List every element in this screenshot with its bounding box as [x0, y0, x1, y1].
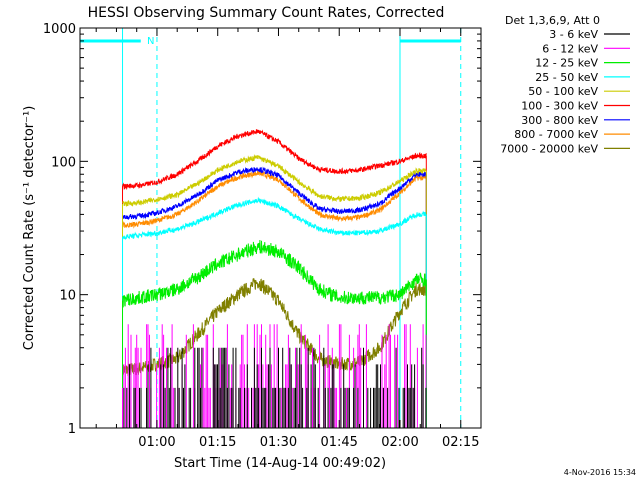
series-line [122, 278, 427, 378]
x-tick-label: 02:00 [381, 435, 418, 450]
series-line [122, 239, 427, 308]
y-axis-label: Corrected Count Rate (s⁻¹ detector⁻¹) [22, 106, 37, 351]
y-tick-label: 100 [51, 155, 76, 170]
y-tick-label: 10 [59, 289, 76, 304]
legend-label: 25 - 50 keV [535, 71, 598, 84]
chart-title: HESSI Observing Summary Count Rates, Cor… [88, 5, 445, 21]
series-line [122, 196, 427, 240]
x-axis-label: Start Time (14-Aug-14 00:49:02) [174, 456, 386, 471]
legend-label: 3 - 6 keV [549, 28, 598, 41]
x-tick-label: 01:15 [199, 435, 236, 450]
legend-label: 300 - 800 keV [521, 114, 598, 127]
legend-label: 50 - 100 keV [528, 85, 598, 98]
legend-label: 7000 - 20000 keV [500, 142, 598, 155]
x-axis: 01:00 01:15 01:30 01:45 02:00 02:15 [95, 28, 482, 450]
y-tick-label: 1 [68, 422, 76, 437]
y-tick-label: 1000 [43, 22, 76, 37]
legend-label: 12 - 25 keV [535, 57, 598, 70]
x-tick-label: 02:15 [442, 435, 479, 450]
y-axis: 1 10 100 1000 [43, 22, 481, 437]
legend-header: Det 1,3,6,9, Att 0 [505, 14, 600, 27]
plot-frame [79, 27, 482, 429]
x-tick-label: 01:30 [260, 435, 297, 450]
series-line [123, 347, 427, 428]
series-0 [123, 347, 427, 428]
x-tick-label: 01:00 [138, 435, 175, 450]
series-line [122, 169, 427, 229]
plot-marks [80, 28, 462, 428]
night-marker-label: N [147, 36, 154, 47]
x-tick-label: 01:45 [320, 435, 357, 450]
footer-date: 4-Nov-2016 15:34 [564, 468, 636, 477]
legend-label: 800 - 7000 keV [514, 128, 598, 141]
legend-label: 6 - 12 keV [542, 42, 598, 55]
series-line [122, 154, 427, 208]
series-line [122, 166, 427, 221]
series-line [122, 129, 427, 191]
legend-label: 100 - 300 keV [521, 100, 598, 113]
